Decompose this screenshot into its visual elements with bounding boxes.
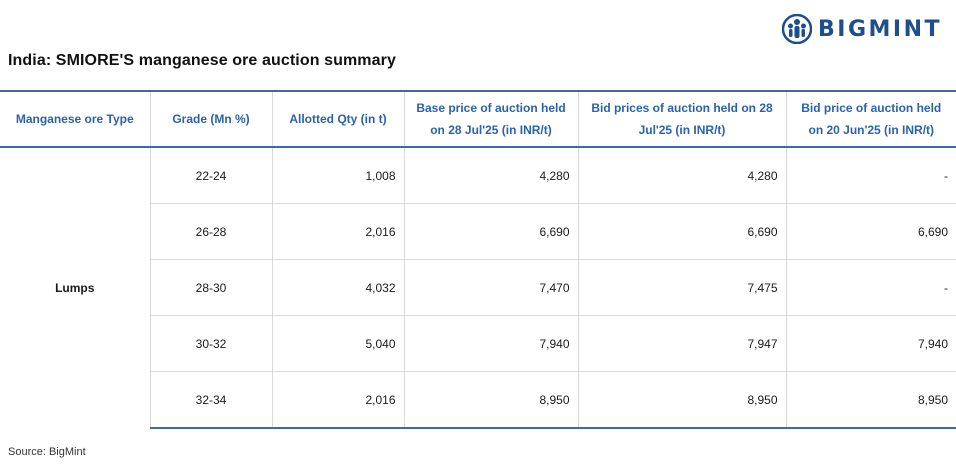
table-row: 26-28 2,016 6,690 6,690 6,690 — [0, 203, 956, 260]
bid-jul-cell: 8,950 — [577, 371, 786, 429]
bid-jun-cell: 6,690 — [785, 203, 956, 260]
header-bid-jun: Bid price of auction held on 20 Jun'25 (… — [785, 91, 956, 147]
bid-jun-cell: - — [785, 259, 956, 316]
bid-jun-cell: 7,940 — [785, 315, 956, 372]
base-price-cell: 6,690 — [403, 203, 578, 260]
table-header-row: Manganese ore Type Grade (Mn %) Allotted… — [0, 91, 956, 147]
header-qty: Allotted Qty (in t) — [271, 91, 404, 147]
grade-cell: 32-34 — [149, 371, 272, 429]
auction-summary-table: Manganese ore Type Grade (Mn %) Allotted… — [0, 90, 956, 429]
header-grade: Grade (Mn %) — [149, 91, 272, 147]
qty-cell: 1,008 — [271, 147, 404, 204]
bid-jun-cell: 8,950 — [785, 371, 956, 429]
bid-jul-cell: 4,280 — [577, 147, 786, 204]
table-row: Lumps 22-24 1,008 4,280 4,280 - — [0, 147, 956, 295]
page-title: India: SMIORE'S manganese ore auction su… — [8, 52, 396, 69]
base-price-cell: 7,470 — [403, 259, 578, 316]
source-note: Source: BigMint — [8, 446, 86, 458]
qty-cell: 5,040 — [271, 315, 404, 372]
grade-cell: 22-24 — [149, 147, 272, 204]
table-row: 32-34 2,016 8,950 8,950 8,950 — [0, 371, 956, 429]
bid-jul-cell: 7,947 — [577, 315, 786, 372]
bid-jun-cell: - — [785, 147, 956, 204]
table-row: 30-32 5,040 7,940 7,947 7,940 — [0, 315, 956, 372]
base-price-cell: 7,940 — [403, 315, 578, 372]
header-base-price: Base price of auction held on 28 Jul'25 … — [403, 91, 578, 147]
table-row: 28-30 4,032 7,470 7,475 - — [0, 259, 956, 316]
brand-name: BIGMINT — [817, 16, 942, 42]
grade-cell: 26-28 — [149, 203, 272, 260]
bigmint-logo: BIGMINT — [781, 14, 942, 44]
bigmint-logo-icon — [781, 14, 812, 44]
header-bid-jul: Bid prices of auction held on 28 Jul'25 … — [577, 91, 786, 147]
grade-cell: 28-30 — [149, 259, 272, 316]
grade-cell: 30-32 — [149, 315, 272, 372]
ore-type-cell: Lumps — [55, 281, 95, 295]
qty-cell: 4,032 — [271, 259, 404, 316]
base-price-cell: 4,280 — [403, 147, 578, 204]
header-type: Manganese ore Type — [15, 112, 134, 126]
base-price-cell: 8,950 — [403, 371, 578, 429]
qty-cell: 2,016 — [271, 203, 404, 260]
bid-jul-cell: 7,475 — [577, 259, 786, 316]
qty-cell: 2,016 — [271, 371, 404, 429]
bid-jul-cell: 6,690 — [577, 203, 786, 260]
